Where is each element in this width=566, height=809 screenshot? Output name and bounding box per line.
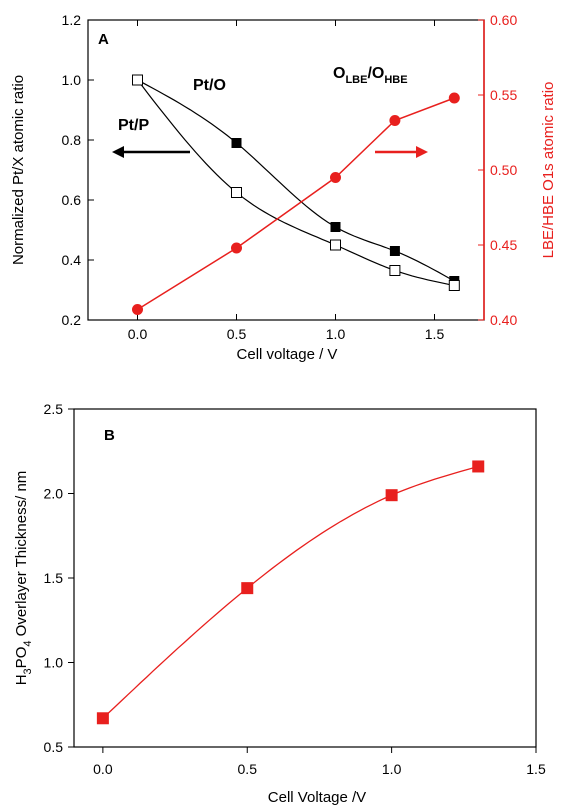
- panel-a-x-axis-label: Cell voltage / V: [237, 346, 338, 363]
- data-point: [330, 172, 341, 183]
- data-point: [231, 187, 242, 198]
- ylabel-sub-4: 4: [22, 641, 34, 647]
- data-point: [241, 582, 254, 595]
- annotation-o-sub-hbe: HBE: [384, 74, 407, 86]
- panel-a-y-axis-label: Normalized Pt/X atomic ratio: [10, 75, 27, 265]
- y-tick-label: 0.2: [62, 312, 82, 328]
- x-tick-label: 1.0: [382, 761, 402, 777]
- y-tick-label: 0.5: [44, 739, 64, 755]
- data-point: [448, 92, 460, 104]
- data-point: [389, 265, 401, 276]
- ylabel-rest: Overlayer Thickness/ nm: [13, 471, 30, 641]
- chart-panel-a: 0.0 0.5 1.0 1.5 0.2 0.4 0.6 0.8 1.0 1.2 0.40 0.45 0.…: [10, 12, 557, 363]
- fit-curve-1: [137, 79, 455, 287]
- panel-a-label: A: [98, 31, 109, 48]
- y-tick-label: 1.2: [62, 12, 82, 28]
- x-tick-label: 1.5: [425, 326, 445, 342]
- y2-tick-label: 0.60: [490, 12, 517, 28]
- y-tick-label: 2.5: [44, 401, 64, 417]
- y-tick-label: 0.8: [62, 132, 82, 148]
- y-tick-label: 1.0: [62, 72, 82, 88]
- ylabel-po: PO: [13, 647, 30, 669]
- annotation-o-main: O: [333, 65, 345, 82]
- data-point: [330, 222, 341, 232]
- y-tick-label: 0.4: [62, 252, 82, 268]
- data-point: [132, 74, 143, 86]
- data-point: [448, 280, 460, 291]
- series-line-2: [137, 97, 455, 311]
- fit-curve-0: [137, 79, 455, 282]
- x-tick-label: 0.0: [93, 761, 113, 777]
- y2-tick-label: 0.40: [490, 312, 517, 328]
- data-point: [472, 460, 485, 473]
- panel-b-x-axis-label: Cell Voltage /V: [268, 789, 366, 806]
- x-tick-label: 1.0: [326, 326, 346, 342]
- data-point: [389, 115, 401, 126]
- data-point: [330, 239, 341, 251]
- y2-tick-label: 0.50: [490, 162, 517, 178]
- annotation-o-sub-lbe: LBE: [345, 74, 367, 86]
- panel-a-fit-curves: [137, 79, 455, 311]
- annotation-o-ratio: OLBE/OHBE: [333, 65, 408, 86]
- y-tick-label: 2.0: [44, 486, 64, 502]
- x-tick-label: 0.5: [227, 326, 247, 342]
- panel-a-markers: [132, 74, 460, 315]
- y2-tick-label: 0.45: [490, 237, 517, 253]
- x-tick-label: 1.5: [526, 761, 546, 777]
- left-arrow: [112, 146, 190, 158]
- annotation-pt-p: Pt/P: [118, 117, 149, 134]
- chart-panel-b: 0.0 0.5 1.0 1.5 0.5 1.0 1.5 2.0 2.5 B Cell Volta…: [13, 401, 546, 806]
- panel-b-y-axis-label: H3PO4 Overlayer Thickness/ nm: [13, 471, 34, 686]
- y-tick-label: 1.5: [44, 570, 64, 586]
- right-arrow: [375, 146, 428, 158]
- panel-b-fit-curve: [102, 465, 479, 719]
- fit-curve-0: [102, 465, 479, 719]
- ylabel-h: H: [13, 674, 30, 685]
- panel-b-frame: [73, 408, 537, 748]
- y-tick-label: 0.6: [62, 192, 82, 208]
- panel-b-markers: [96, 460, 485, 725]
- annotation-o-slash: /O: [367, 65, 384, 82]
- data-point: [231, 242, 242, 254]
- data-point: [132, 304, 143, 315]
- ylabel-sub-3: 3: [22, 668, 34, 674]
- x-tick-label: 0.0: [128, 326, 148, 342]
- panel-a-y2-axis-label: LBE/HBE O1s atomic ratio: [540, 82, 557, 259]
- data-point: [96, 712, 109, 725]
- panel-a-axes: 0.0 0.5 1.0 1.5 0.2 0.4 0.6 0.8 1.0 1.2 0.40 0.45 0.…: [62, 12, 518, 342]
- data-point: [385, 489, 398, 502]
- annotation-pt-o: Pt/O: [193, 77, 226, 94]
- panel-b-axes: 0.0 0.5 1.0 1.5 0.5 1.0 1.5 2.0 2.5: [44, 401, 546, 777]
- y2-tick-label: 0.55: [490, 87, 517, 103]
- panel-a-frame: [87, 19, 485, 321]
- data-point: [389, 246, 400, 256]
- x-tick-label: 0.5: [238, 761, 258, 777]
- y-tick-label: 1.0: [44, 655, 64, 671]
- panel-b-label: B: [104, 427, 115, 444]
- data-point: [231, 138, 242, 148]
